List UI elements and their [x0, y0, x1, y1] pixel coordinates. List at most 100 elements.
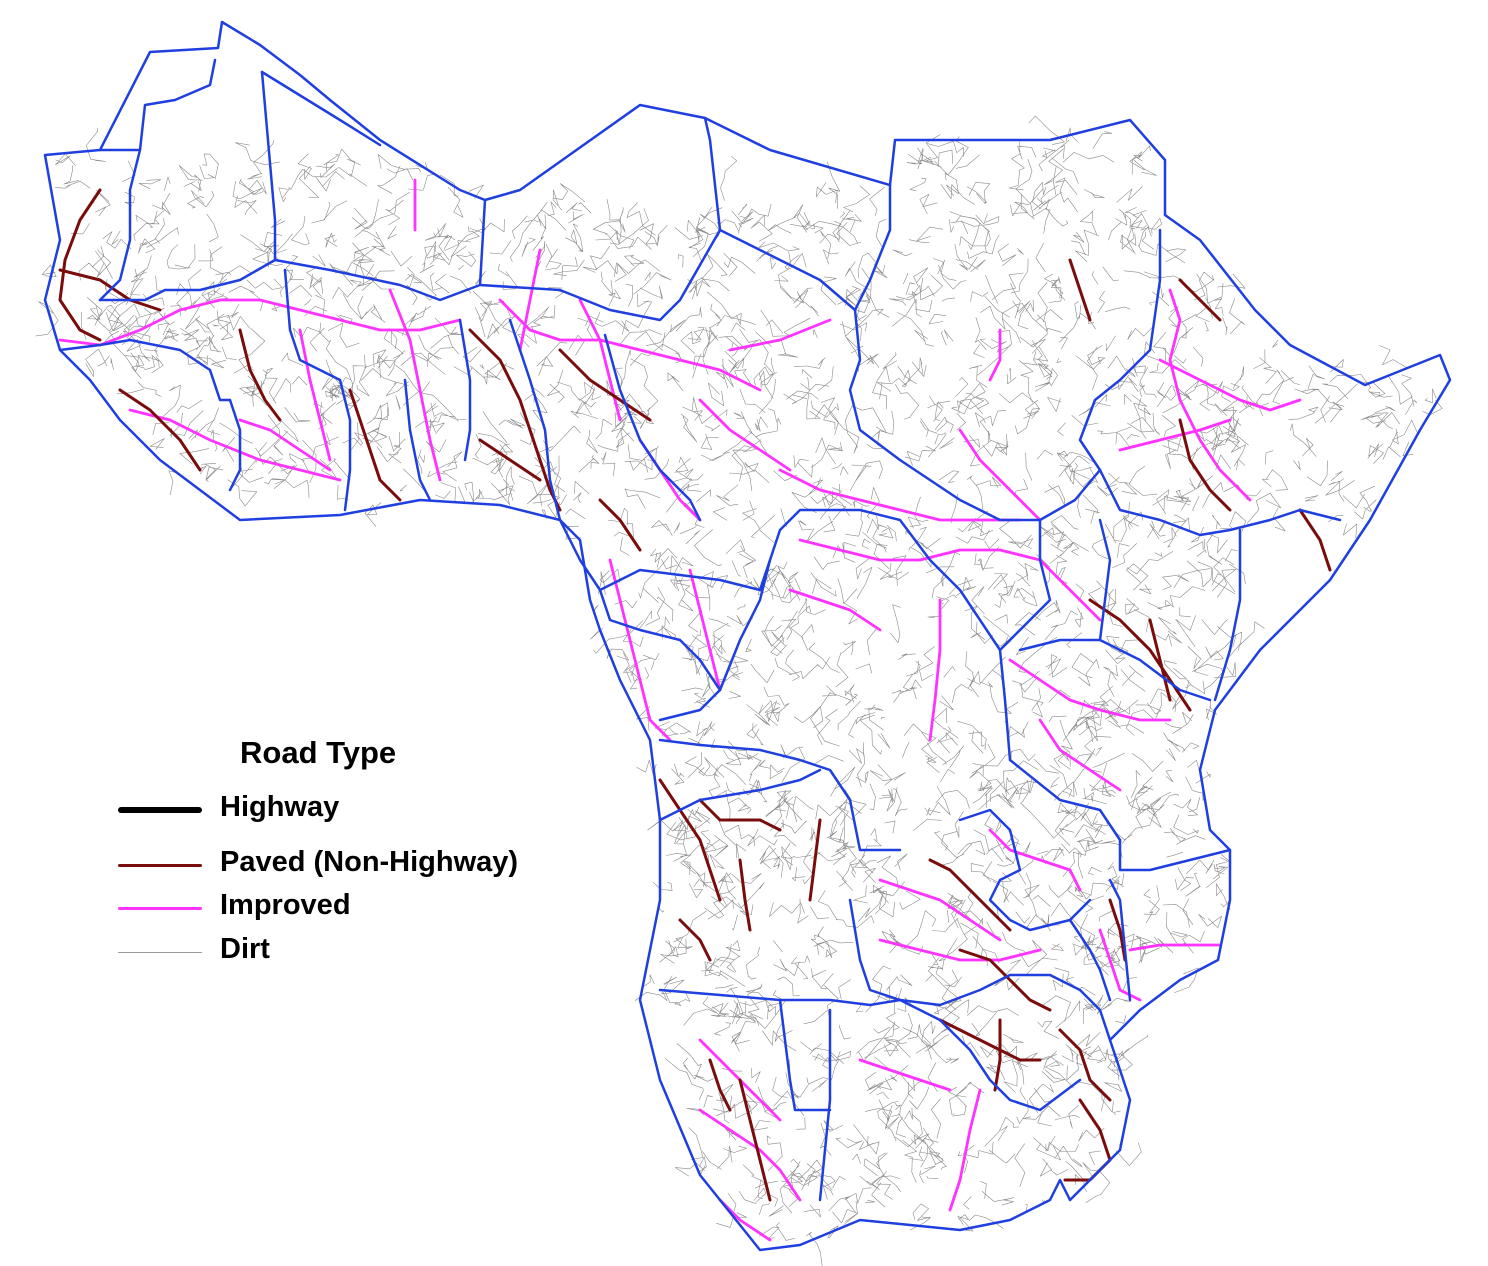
improved-road [798, 538, 1042, 562]
paved-road [1178, 418, 1232, 512]
improved-road [1128, 943, 1222, 952]
country-border [283, 268, 342, 382]
paved-road [58, 268, 162, 312]
improved-road [698, 398, 792, 472]
improved-road [518, 248, 542, 352]
paved-road [658, 778, 722, 902]
country-border [338, 378, 352, 512]
country-border [658, 988, 902, 1007]
paved-road [698, 798, 782, 832]
country-border [1068, 918, 1112, 1002]
country-border [938, 973, 1112, 1042]
country-border [848, 308, 1102, 522]
country-border [478, 116, 722, 322]
improved-road [1168, 288, 1252, 502]
country-border [98, 70, 277, 302]
paved-road [118, 388, 202, 472]
country-border [260, 70, 382, 147]
legend-item-improved: Improved [110, 888, 580, 928]
country-border [403, 378, 432, 502]
country-border [1118, 838, 1232, 872]
legend-label-paved: Paved (Non-Highway) [220, 846, 519, 878]
country-border [718, 183, 892, 312]
improved-road [498, 298, 762, 392]
paved-road [558, 348, 652, 422]
paved-road [598, 498, 642, 552]
country-border [778, 998, 832, 1112]
country-border [1098, 468, 1342, 537]
country-border [658, 508, 1002, 722]
highway-swatch [118, 807, 202, 813]
dirt-road [35, 115, 1443, 1266]
country-border [658, 768, 822, 822]
improved-road [858, 1058, 952, 1092]
dirt-swatch [118, 951, 202, 953]
paved-road [738, 858, 752, 932]
paved-road [1088, 598, 1192, 712]
paved-road [678, 918, 712, 962]
legend-label-dirt: Dirt [220, 933, 270, 965]
paved-road [958, 948, 1052, 1012]
improved-road [388, 288, 442, 482]
country-border [848, 898, 942, 1007]
improved-road [728, 318, 832, 352]
country-border [98, 148, 142, 302]
paved-road [938, 1018, 1042, 1062]
improved-road [878, 878, 1002, 942]
country-border [818, 1008, 832, 1202]
improved-road [1038, 558, 1102, 622]
country-border [1078, 228, 1162, 472]
legend-item-highway: Highway [110, 790, 580, 830]
country-border [458, 318, 472, 462]
paved-road [468, 328, 562, 512]
improved-road [58, 298, 462, 347]
improved-road [778, 468, 1022, 522]
country-border [58, 338, 132, 352]
country-border [603, 333, 702, 522]
paved-road [1068, 258, 1092, 322]
improved-road [1158, 358, 1302, 412]
improved-road [128, 408, 342, 482]
improved-road [578, 298, 622, 422]
improved-roads-layer [58, 178, 1302, 1242]
improved-road [958, 428, 1042, 522]
country-border [558, 518, 772, 592]
country-border [958, 808, 1092, 932]
country-border [598, 588, 722, 692]
legend-item-paved: Paved (Non-Highway) [110, 845, 580, 885]
improved-road [788, 588, 882, 632]
paved-road [1058, 1028, 1112, 1102]
paved-roads-layer [58, 188, 1332, 1202]
paved-road [58, 188, 102, 342]
continent-border [43, 20, 1452, 1252]
dirt-roads-layer [35, 115, 1443, 1266]
country-border [128, 338, 232, 402]
country-border [898, 998, 1082, 1112]
improved-road [698, 1108, 802, 1202]
paved-swatch [118, 863, 202, 867]
improved-road [1038, 718, 1122, 792]
paved-road [1178, 278, 1222, 322]
country-border [228, 398, 242, 492]
country-border [1108, 878, 1132, 1002]
improved-road [608, 558, 672, 742]
legend-label-highway: Highway [220, 791, 340, 823]
country-border [1018, 638, 1102, 652]
legend-label-improved: Improved [220, 889, 351, 921]
improved-road [988, 828, 1082, 892]
legend-title: Road Type [240, 735, 397, 770]
country-border [658, 738, 902, 852]
improved-road [298, 328, 332, 462]
country-border [1213, 528, 1242, 702]
improved-swatch [118, 906, 202, 910]
paved-road [1108, 898, 1127, 962]
improved-road [878, 938, 1042, 962]
paved-road [993, 1018, 1002, 1092]
improved-road [238, 418, 332, 472]
country-border [273, 198, 487, 302]
country-border [998, 518, 1122, 842]
country-borders-layer [43, 20, 1452, 1252]
improved-road [688, 568, 722, 692]
paved-road [348, 388, 402, 502]
country-border [98, 58, 217, 152]
